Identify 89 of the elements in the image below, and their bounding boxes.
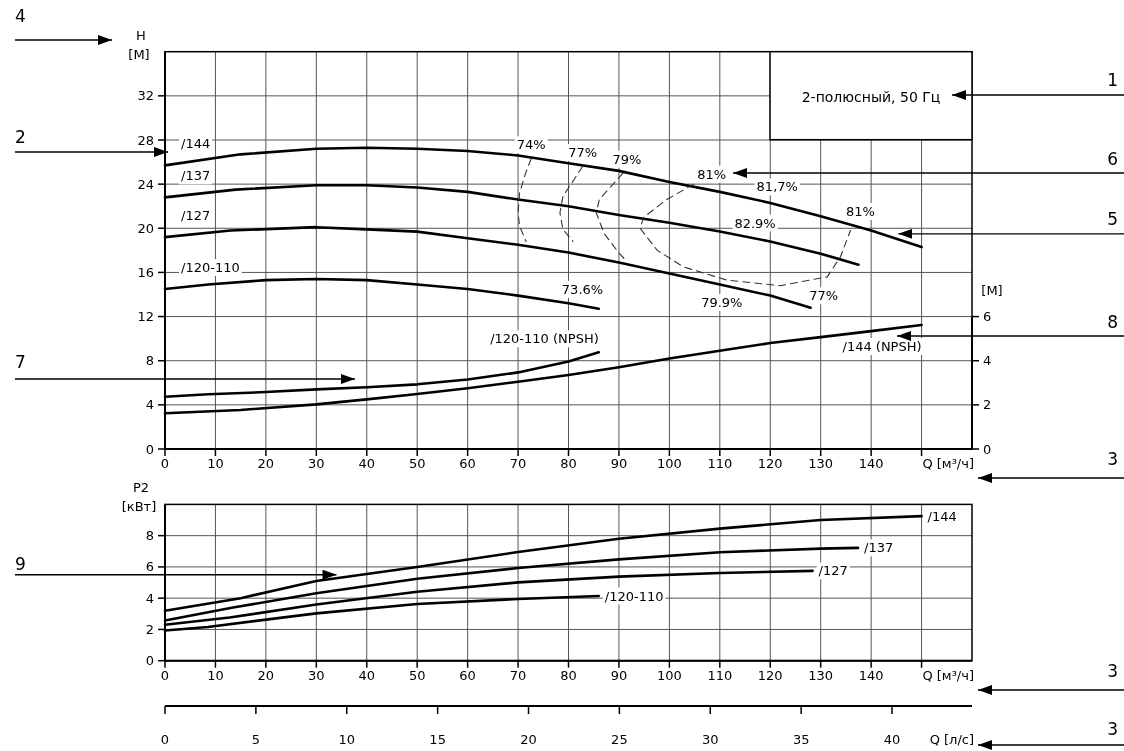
x2-tick-label: 20: [520, 732, 537, 747]
y2-tick-label: 0: [983, 441, 992, 457]
annotation: 79.9%: [701, 295, 743, 311]
annotation: 79%: [612, 151, 642, 167]
x2-tick-label: 0: [160, 732, 170, 747]
x2-tick-label: 40: [883, 732, 901, 747]
x-tick-label: 130: [808, 668, 834, 683]
x-tick-label: 110: [707, 456, 733, 471]
y-tick-label: 0: [145, 441, 154, 457]
annotation: 77%: [568, 145, 598, 161]
x-tick-label: 70: [509, 668, 527, 683]
x2-tick-label: 35: [792, 732, 810, 747]
series-label: /127: [181, 208, 211, 224]
x-tick-label: 140: [858, 668, 884, 683]
line-series: [559, 165, 584, 243]
x2-tick-label: 15: [429, 732, 446, 747]
y-tick-label: 4: [145, 590, 154, 606]
x-tick-label: 80: [560, 668, 577, 683]
y-tick-label: 2: [145, 621, 154, 637]
x2-tick-label: 25: [611, 732, 628, 747]
y-tick-label: 6: [145, 559, 154, 575]
x-tick-label: 100: [656, 456, 682, 471]
x-tick-label: 20: [257, 456, 275, 471]
x-tick-label: 60: [459, 668, 476, 683]
x-tick-label: 20: [257, 668, 275, 683]
x-tick-label: 40: [358, 456, 376, 471]
x-tick-label: 40: [358, 668, 376, 683]
x-axis-title: Q [м³/ч]: [922, 668, 974, 683]
y-tick-label: 4: [145, 397, 154, 413]
annotation: 82.9%: [734, 215, 776, 231]
y-tick-label: 24: [137, 176, 154, 192]
x-tick-label: 120: [757, 456, 783, 471]
x-tick-label: 100: [656, 668, 682, 683]
x-tick-label: 80: [560, 456, 577, 471]
annotation: 81%: [845, 204, 875, 220]
y-axis-title: P2 [кВт]: [121, 480, 157, 515]
series-label: /120-110: [604, 588, 664, 604]
annotation: 77%: [809, 288, 839, 304]
x-tick-label: 30: [308, 668, 325, 683]
series-label: /120-110: [181, 259, 240, 275]
series-label: /137: [864, 540, 894, 556]
annotation: 73.6%: [561, 281, 604, 297]
y2-tick-label: 2: [983, 397, 992, 413]
y-tick-label: 16: [137, 264, 154, 280]
x2-axis-title: Q [л/с]: [929, 732, 974, 747]
series-label: /144: [181, 136, 211, 152]
text: 2-полюсный, 50 Гц: [801, 88, 941, 105]
x-tick-label: 70: [509, 456, 527, 471]
series-label: /144 (NPSH): [842, 338, 922, 354]
line-series: [517, 158, 532, 243]
y-tick-label: 20: [137, 220, 154, 236]
y-tick-label: 0: [145, 653, 154, 669]
x2-tick-label: 30: [702, 732, 719, 747]
x-tick-label: 110: [707, 668, 733, 683]
x-tick-label: 50: [408, 668, 426, 683]
x-tick-label: 120: [757, 668, 783, 683]
annotation: 74%: [516, 137, 546, 153]
x-tick-label: 90: [610, 456, 628, 471]
y-tick-label: 12: [137, 309, 154, 325]
x-axis-title: Q [м³/ч]: [922, 456, 974, 471]
x2-tick-label: 5: [251, 732, 261, 747]
x-tick-label: 130: [808, 456, 834, 471]
x-tick-label: 50: [408, 456, 426, 471]
x-tick-label: 60: [459, 456, 476, 471]
annotation: 9: [15, 554, 26, 574]
x-tick-label: 90: [610, 668, 628, 683]
line-series: [595, 172, 628, 262]
x-tick-label: 10: [207, 456, 224, 471]
x-tick-label: 0: [160, 456, 170, 471]
series-label: /127: [818, 563, 848, 579]
x-tick-label: 10: [207, 668, 224, 683]
x2-tick-label: 10: [338, 732, 356, 747]
x-tick-label: 140: [858, 456, 884, 471]
y-tick-label: 8: [145, 353, 154, 369]
y-tick-label: 28: [137, 132, 154, 148]
y2-tick-label: 4: [983, 353, 992, 369]
annotation: 81%: [697, 166, 727, 182]
y-tick-label: 8: [145, 528, 154, 544]
x-tick-label: 0: [160, 668, 170, 683]
annotation: 81,7%: [756, 179, 798, 195]
y2-tick-label: 6: [983, 309, 992, 325]
series-label: /144: [927, 508, 957, 524]
annotation: 5: [1107, 209, 1118, 229]
series-label: /120-110 (NPSH): [490, 331, 599, 347]
series-label: /137: [181, 168, 211, 184]
y-tick-label: 32: [137, 88, 154, 104]
x-tick-label: 30: [308, 456, 325, 471]
y-axis-title: H [М]: [128, 27, 150, 62]
y2-axis-title: [М]: [981, 282, 1003, 298]
